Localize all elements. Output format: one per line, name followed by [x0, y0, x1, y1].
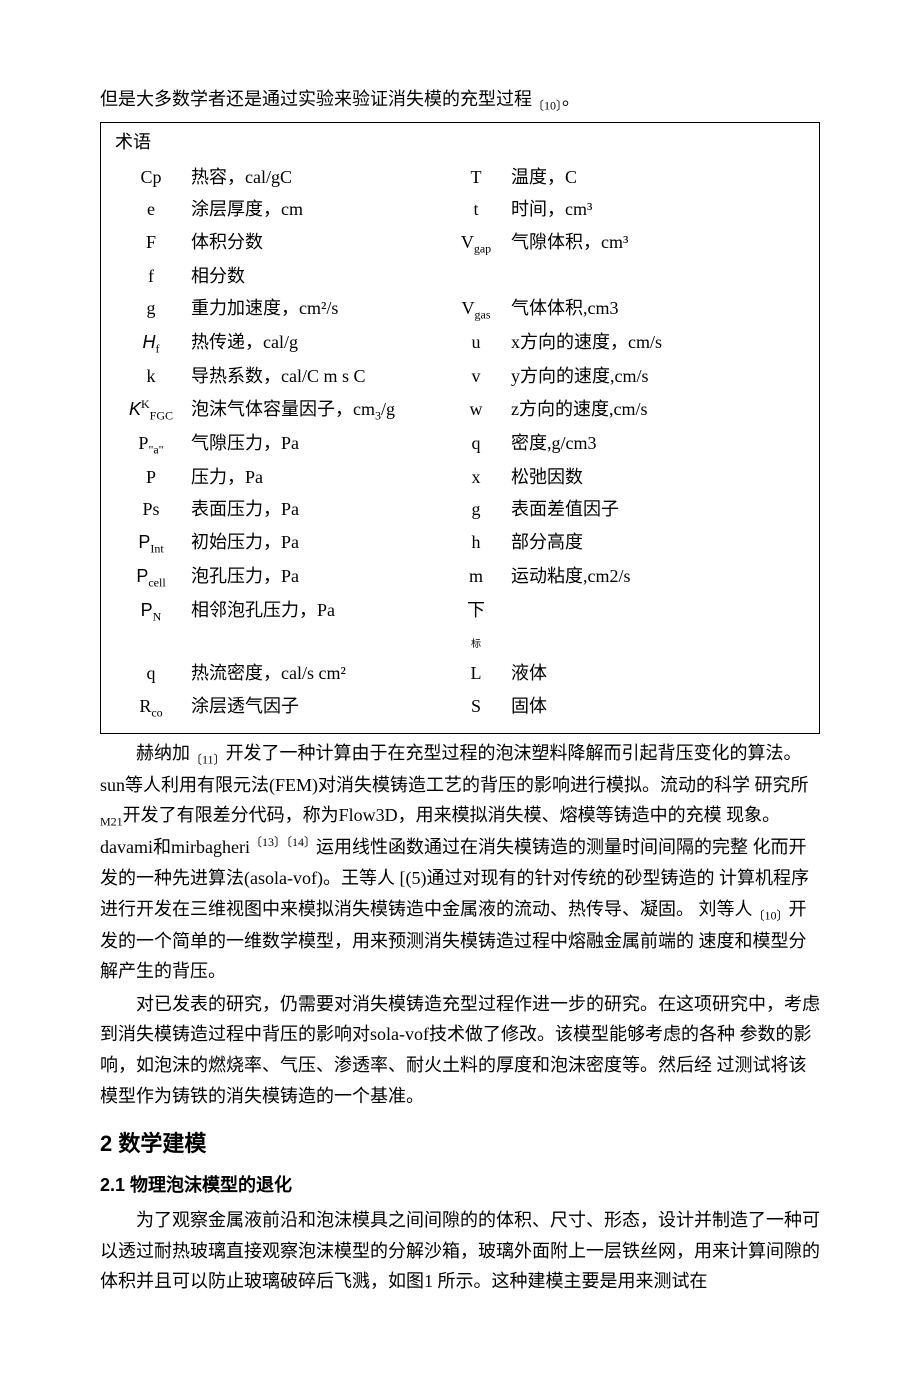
- term-definition: y方向的速度,cm/s: [511, 361, 809, 392]
- term-definition: 固体: [511, 691, 809, 722]
- paragraph-1: 赫纳加〔11〕开发了一种计算由于在充型过程的泡沫塑料降解而引起背压变化的算法。s…: [100, 738, 820, 987]
- term-definition: 气隙体积，cm³: [511, 227, 809, 258]
- term-symbol: Rco: [111, 691, 191, 723]
- term-symbol: w: [441, 394, 511, 425]
- text: 。: [562, 89, 580, 109]
- heading-2: 2 数学建模: [100, 1125, 820, 1162]
- nomenclature-grid: Cp热容，cal/gCT温度，C e涂层厚度，cmt时间，cm³ F体积分数Vgap…: [111, 162, 809, 723]
- term-definition: 温度，C: [511, 162, 809, 193]
- term-definition: 泡沫气体容量因子，cm3/g: [191, 394, 441, 426]
- term-definition: 气体体积,cm3: [511, 293, 809, 324]
- term-definition: 相分数: [191, 261, 441, 292]
- term-definition: 表面差值因子: [511, 494, 809, 525]
- citation-ref: 〔10〕: [532, 99, 562, 113]
- term-symbol: Hf: [111, 327, 191, 359]
- term-symbol: P"a": [111, 428, 191, 460]
- term-symbol: k: [111, 361, 191, 392]
- term-definition: 表面压力，Pa: [191, 494, 441, 525]
- term-definition: 热容，cal/gC: [191, 162, 441, 193]
- text: 开发了一种计算由于在充型过程的泡沫塑料降解而引起背压变化的算法。sun等人利用有…: [100, 743, 809, 795]
- term-definition: 液体: [511, 658, 809, 689]
- term-symbol: m: [441, 561, 511, 592]
- term-symbol: Vgap: [441, 227, 511, 259]
- term-definition: x方向的速度，cm/s: [511, 327, 809, 358]
- term-symbol: x: [441, 462, 511, 493]
- term-symbol: f: [111, 261, 191, 292]
- term-symbol: 下标: [441, 595, 511, 656]
- term-symbol: F: [111, 227, 191, 258]
- term-symbol: PInt: [111, 527, 191, 559]
- term-symbol: KKFGC: [111, 394, 191, 426]
- term-symbol: P: [111, 462, 191, 493]
- term-symbol: t: [441, 194, 511, 225]
- term-definition: 导热系数，cal/C m s C: [191, 361, 441, 392]
- term-symbol: h: [441, 527, 511, 558]
- term-symbol: PN: [111, 595, 191, 627]
- term-definition: 气隙压力，Pa: [191, 428, 441, 459]
- term-definition: 涂层透气因子: [191, 691, 441, 722]
- term-definition: 松弛因数: [511, 462, 809, 493]
- paragraph-0: 但是大多数学者还是通过实验来验证消失模的充型过程〔10〕。: [100, 84, 820, 116]
- term-definition: 重力加速度，cm²/s: [191, 293, 441, 324]
- citation-ref: 〔11〕: [190, 752, 226, 766]
- term-symbol: T: [441, 162, 511, 193]
- term-definition: z方向的速度,cm/s: [511, 394, 809, 425]
- term-definition: 热传递，cal/g: [191, 327, 441, 358]
- term-symbol: Pcell: [111, 561, 191, 593]
- text: 但是大多数学者还是通过实验来验证消失模的充型过程: [100, 89, 532, 109]
- term-symbol: Cp: [111, 162, 191, 193]
- citation-ref: M21: [100, 815, 123, 829]
- term-symbol: S: [441, 691, 511, 722]
- term-definition: 涂层厚度，cm: [191, 194, 441, 225]
- paragraph-2: 对已发表的研究，仍需要对消失模铸造充型过程作进一步的研究。在这项研究中，考虑到消…: [100, 989, 820, 1111]
- term-definition: 部分高度: [511, 527, 809, 558]
- nomenclature-title: 术语: [115, 127, 809, 158]
- citation-ref: 〔13〕〔14〕: [250, 835, 316, 849]
- term-symbol: g: [111, 293, 191, 324]
- term-definition: 相邻泡孔压力，Pa: [191, 595, 441, 626]
- term-symbol: g: [441, 494, 511, 525]
- text: 赫纳加: [136, 743, 190, 763]
- term-symbol: Vgas: [441, 293, 511, 325]
- term-symbol: q: [111, 658, 191, 689]
- term-definition: 压力，Pa: [191, 462, 441, 493]
- term-definition: 热流密度，cal/s cm²: [191, 658, 441, 689]
- heading-3: 2.1 物理泡沫模型的退化: [100, 1170, 820, 1201]
- paragraph-3: 为了观察金属液前沿和泡沫模具之间间隙的的体积、尺寸、形态，设计并制造了一种可以透…: [100, 1205, 820, 1297]
- page: 但是大多数学者还是通过实验来验证消失模的充型过程〔10〕。 术语 Cp热容，ca…: [0, 0, 920, 1389]
- term-definition: 泡孔压力，Pa: [191, 561, 441, 592]
- citation-ref: 〔10〕: [753, 908, 789, 922]
- term-symbol: v: [441, 361, 511, 392]
- term-definition: 初始压力，Pa: [191, 527, 441, 558]
- term-symbol: L: [441, 658, 511, 689]
- term-symbol: u: [441, 327, 511, 358]
- term-definition: 密度,g/cm3: [511, 428, 809, 459]
- term-definition: 时间，cm³: [511, 194, 809, 225]
- nomenclature-box: 术语 Cp热容，cal/gCT温度，Ce涂层厚度，cmt时间，cm³F体积分数V…: [100, 122, 820, 734]
- term-definition: 体积分数: [191, 227, 441, 258]
- term-definition: 运动粘度,cm2/s: [511, 561, 809, 592]
- term-symbol: Ps: [111, 494, 191, 525]
- term-symbol: q: [441, 428, 511, 459]
- term-symbol: e: [111, 194, 191, 225]
